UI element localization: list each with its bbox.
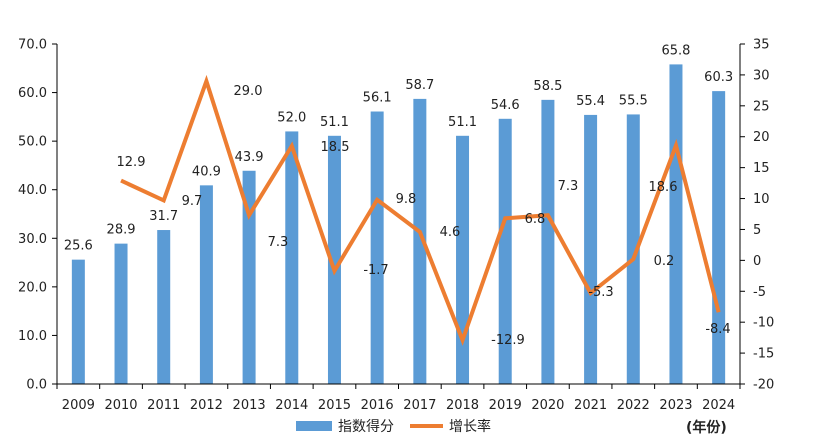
y-left-tick-label: 20.0 xyxy=(18,280,47,295)
line-value-label: 0.2 xyxy=(654,254,675,269)
y-right-tick-label: -20 xyxy=(753,378,774,393)
x-tick-label: 2013 xyxy=(233,398,266,413)
x-tick-label: 2011 xyxy=(147,398,180,413)
bar-value-label: 52.0 xyxy=(277,110,306,125)
bar xyxy=(114,243,128,384)
x-tick-label: 2014 xyxy=(275,398,308,413)
bar xyxy=(285,131,299,384)
x-tick-label: 2022 xyxy=(617,398,650,413)
line-value-label: 18.5 xyxy=(321,140,350,155)
bar xyxy=(584,114,598,385)
axes: 0.0 10.0 20.0 30.0 40.0 50.0 60.0 70.0 -20 -15 -10… xyxy=(18,38,774,437)
line-value-label: 7.3 xyxy=(268,235,289,250)
line-value-label: 9.7 xyxy=(182,194,203,209)
legend: 指数得分 增长率 xyxy=(296,418,491,435)
y-right-tick-label: 5 xyxy=(753,223,761,238)
bar xyxy=(669,64,683,385)
y-left-tick-label: 10.0 xyxy=(18,329,47,344)
bar-value-label: 25.6 xyxy=(64,239,93,254)
bar xyxy=(157,230,171,384)
legend-label-line: 增长率 xyxy=(449,418,491,435)
y-right-tick-label: 0 xyxy=(753,254,761,269)
y-left-tick-label: 0.0 xyxy=(26,378,47,393)
line-value-label: 12.9 xyxy=(117,155,146,170)
bar xyxy=(327,135,341,384)
legend-swatch-bar xyxy=(296,421,332,431)
bar xyxy=(498,118,512,385)
line-value-label: -12.9 xyxy=(491,333,525,348)
x-tick-label: 2020 xyxy=(531,398,564,413)
line-series xyxy=(120,74,721,346)
x-tick-label: 2012 xyxy=(190,398,223,413)
bar xyxy=(712,91,726,384)
bar xyxy=(199,185,213,384)
y-right-tick-label: 25 xyxy=(753,99,770,114)
line-value-label: 4.6 xyxy=(440,225,461,240)
y-right-tick-label: 15 xyxy=(753,161,770,176)
bar-value-label: 51.1 xyxy=(448,115,477,130)
y-right-tick-label: 10 xyxy=(753,192,770,207)
data-labels: 25.6 28.9 31.7 40.9 43.9 52.0 51.1 56.1 58.7 51.1… xyxy=(64,43,733,348)
line-value-label: -1.7 xyxy=(363,263,388,278)
y-right-tick-label: -10 xyxy=(753,316,774,331)
y-right-tick-label: -15 xyxy=(753,347,774,362)
bar-value-label: 60.3 xyxy=(704,70,733,85)
x-tick-label: 2016 xyxy=(361,398,394,413)
bar xyxy=(626,114,640,384)
bar-value-label: 31.7 xyxy=(149,209,178,224)
y-right-tick-label: -5 xyxy=(753,285,766,300)
y-left-tick-label: 30.0 xyxy=(18,232,47,247)
y-left-tick-label: 40.0 xyxy=(18,183,47,198)
bar xyxy=(242,170,256,384)
line-value-label: 9.8 xyxy=(396,192,417,207)
x-tick-label: 2010 xyxy=(104,398,137,413)
legend-label-bar: 指数得分 xyxy=(338,418,394,435)
bar-value-label: 43.9 xyxy=(235,150,264,165)
bar-value-label: 55.5 xyxy=(619,93,648,108)
bar-series xyxy=(71,64,726,385)
growth-line xyxy=(120,74,721,346)
bar-value-label: 54.6 xyxy=(491,98,520,113)
y-left-tick-label: 60.0 xyxy=(18,86,47,101)
bar-value-label: 28.9 xyxy=(107,223,136,238)
line-value-label: 7.3 xyxy=(558,179,579,194)
bar xyxy=(413,98,427,384)
bar-value-label: 51.1 xyxy=(320,115,349,130)
y-right-tick-label: 30 xyxy=(753,68,770,83)
line-value-label: -5.3 xyxy=(588,285,613,300)
bar-value-label: 55.4 xyxy=(576,94,605,109)
line-value-label: -8.4 xyxy=(705,322,730,337)
bar xyxy=(71,259,85,384)
y-right-tick-label: 20 xyxy=(753,130,770,145)
x-tick-label: 2018 xyxy=(446,398,479,413)
line-value-label: 6.8 xyxy=(525,212,546,227)
bar xyxy=(541,99,555,384)
x-tick-label: 2021 xyxy=(574,398,607,413)
y-right-tick-label: 35 xyxy=(753,38,770,53)
bar-value-label: 40.9 xyxy=(192,164,221,179)
x-tick-label: 2024 xyxy=(702,398,735,413)
bar xyxy=(456,135,470,384)
line-value-label: 29.0 xyxy=(234,84,263,99)
line-value-label: 18.6 xyxy=(649,180,678,195)
x-tick-label: 2009 xyxy=(62,398,95,413)
x-unit-label: (年份) xyxy=(686,419,727,436)
bar-value-label: 65.8 xyxy=(661,43,690,58)
y-left-tick-label: 50.0 xyxy=(18,135,47,150)
bar-value-label: 58.7 xyxy=(405,78,434,93)
x-tick-label: 2019 xyxy=(489,398,522,413)
bar xyxy=(370,111,384,384)
x-tick-label: 2023 xyxy=(659,398,692,413)
x-tick-label: 2015 xyxy=(318,398,351,413)
bar-value-label: 58.5 xyxy=(533,79,562,94)
x-tick-label: 2017 xyxy=(403,398,436,413)
bar-value-label: 56.1 xyxy=(363,91,392,106)
y-left-tick-label: 70.0 xyxy=(18,38,47,53)
